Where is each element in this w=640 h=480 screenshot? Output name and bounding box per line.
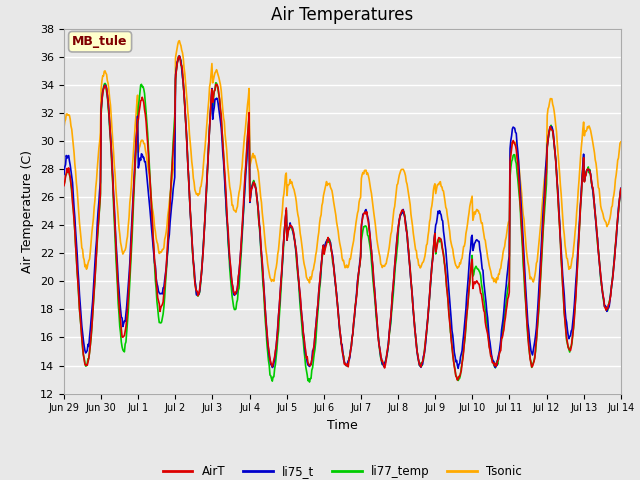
AirT [70, 218, 78, 224]
X-axis label: Time: Time [327, 419, 358, 432]
Tsonic [70, 150, 78, 156]
AirT [185, 178, 193, 183]
Tsonic [617, 139, 625, 145]
Tsonic [428, 203, 436, 209]
li77_temp [617, 188, 625, 193]
li77_temp [175, 53, 183, 59]
li75_t [70, 205, 78, 211]
Tsonic [60, 125, 68, 131]
Line: li77_temp: li77_temp [64, 56, 621, 382]
li77_temp [428, 263, 436, 268]
li77_temp [306, 379, 314, 385]
li77_temp [214, 87, 222, 93]
AirT [411, 327, 419, 333]
Tsonic [412, 247, 419, 252]
Tsonic [127, 183, 135, 189]
Legend: AirT, li75_t, li77_temp, Tsonic: AirT, li75_t, li77_temp, Tsonic [158, 460, 527, 480]
Y-axis label: Air Temperature (C): Air Temperature (C) [22, 150, 35, 273]
li75_t [185, 175, 193, 181]
Tsonic [306, 280, 314, 286]
li75_t [617, 185, 625, 191]
li75_t [411, 325, 419, 331]
AirT [617, 186, 625, 192]
AirT [214, 85, 222, 91]
li77_temp [70, 215, 78, 221]
Text: MB_tule: MB_tule [72, 35, 128, 48]
li77_temp [412, 335, 419, 340]
Line: li75_t: li75_t [64, 56, 621, 368]
Tsonic [185, 118, 193, 124]
Line: Tsonic: Tsonic [64, 41, 621, 283]
li75_t [127, 228, 135, 233]
li75_t [60, 171, 68, 177]
li77_temp [127, 248, 135, 253]
Line: AirT: AirT [64, 56, 621, 380]
Tsonic [214, 72, 222, 78]
li75_t [454, 365, 462, 371]
AirT [454, 377, 461, 383]
li75_t [214, 101, 222, 107]
li75_t [175, 53, 183, 59]
AirT [428, 274, 435, 280]
Tsonic [175, 38, 183, 44]
li77_temp [185, 176, 193, 182]
Title: Air Temperatures: Air Temperatures [271, 6, 413, 24]
AirT [127, 237, 135, 243]
AirT [175, 53, 183, 59]
li75_t [428, 273, 435, 279]
AirT [60, 183, 68, 189]
li77_temp [60, 182, 68, 188]
